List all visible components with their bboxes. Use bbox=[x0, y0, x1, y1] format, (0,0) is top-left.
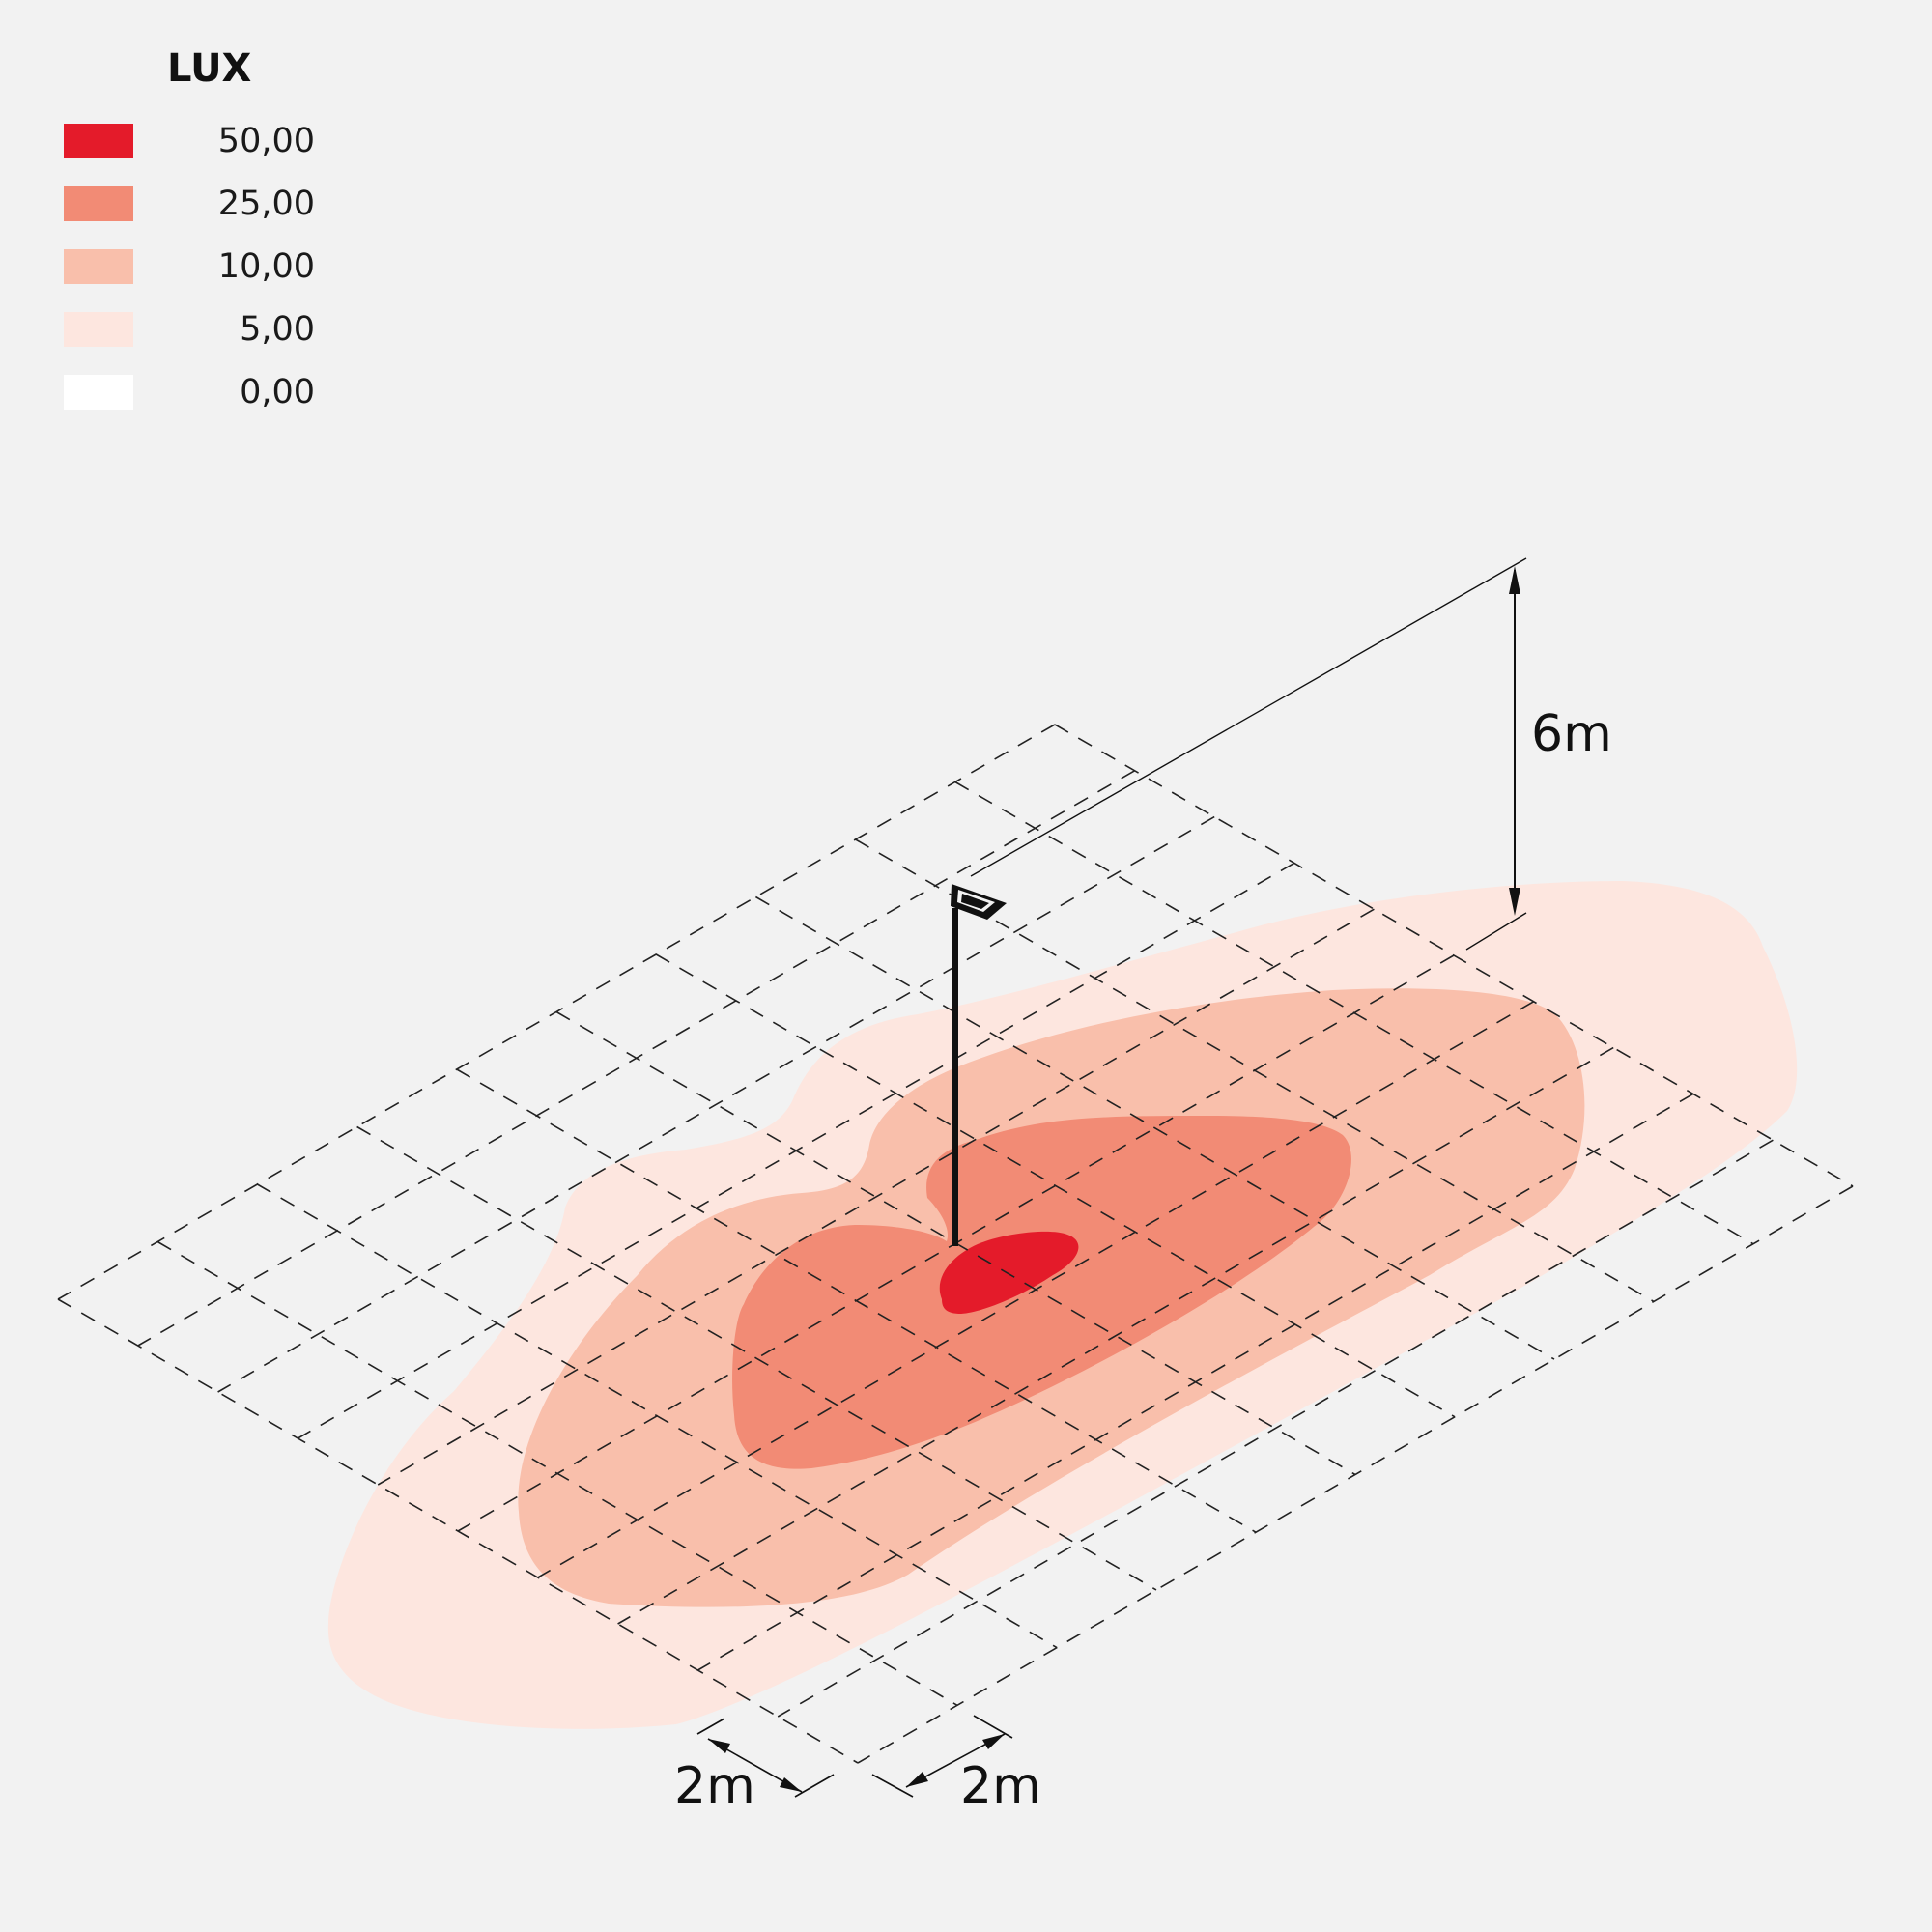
zone-50-lux bbox=[939, 1231, 1079, 1314]
zone-25-lux bbox=[732, 1116, 1351, 1469]
legend-swatch-5 bbox=[64, 312, 133, 347]
grid-y-label: 2m bbox=[960, 1757, 1041, 1815]
legend-value-50: 50,00 bbox=[217, 122, 315, 160]
legend-item-0: 0,00 bbox=[64, 373, 315, 412]
grid-line bbox=[857, 1185, 1854, 1764]
legend-value-0: 0,00 bbox=[240, 373, 315, 412]
height-label: 6m bbox=[1531, 705, 1612, 763]
legend-value-5: 5,00 bbox=[240, 310, 315, 349]
grid-line bbox=[537, 1001, 1535, 1578]
grid-dimension-arrowheads bbox=[708, 1734, 1005, 1792]
legend-swatch-50 bbox=[64, 124, 133, 158]
grid-line bbox=[57, 1298, 859, 1764]
legend-value-10: 10,00 bbox=[217, 247, 315, 286]
legend-item-25: 25,00 bbox=[64, 185, 315, 223]
legend-swatch-0 bbox=[64, 375, 133, 410]
legend-swatch-10 bbox=[64, 249, 133, 284]
grid-line bbox=[696, 1093, 1694, 1671]
grid-x-label: 2m bbox=[674, 1757, 755, 1815]
isolux-contours bbox=[327, 881, 1798, 1729]
grid-line bbox=[754, 895, 1555, 1360]
grid-line bbox=[256, 1183, 1058, 1649]
legend-title: LUX bbox=[167, 46, 252, 91]
legend-item-5: 5,00 bbox=[64, 310, 315, 349]
grid-line bbox=[377, 908, 1375, 1486]
grid-line bbox=[356, 1125, 1157, 1591]
legend-value-25: 25,00 bbox=[217, 185, 315, 223]
grid-line bbox=[456, 1068, 1257, 1533]
grid-line bbox=[617, 1046, 1614, 1625]
legend-item-10: 10,00 bbox=[64, 247, 315, 286]
light-pole bbox=[951, 884, 1007, 1246]
grid-line bbox=[217, 815, 1215, 1393]
grid-line bbox=[777, 1139, 1774, 1718]
grid-line bbox=[156, 1240, 958, 1706]
height-dimension bbox=[970, 557, 1527, 951]
legend-swatch-25 bbox=[64, 186, 133, 221]
legend-item-50: 50,00 bbox=[64, 122, 315, 160]
